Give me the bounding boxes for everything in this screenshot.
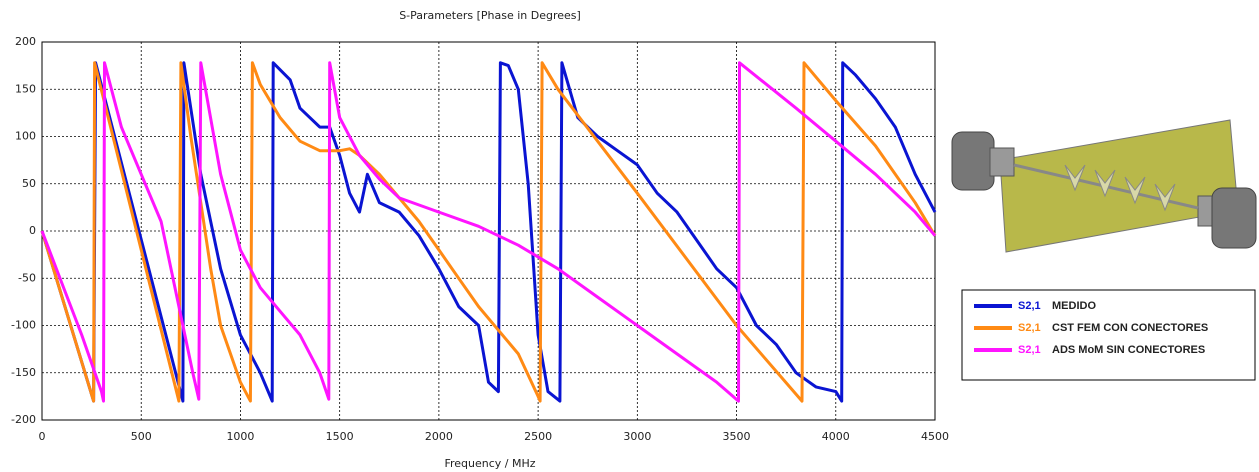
y-tick-label: 200 <box>15 35 36 48</box>
device-illustration <box>951 119 1257 253</box>
x-tick-label: 4000 <box>822 430 850 443</box>
x-tick-label: 4500 <box>921 430 949 443</box>
y-tick-label: -150 <box>11 366 36 379</box>
legend-label: MEDIDO <box>1052 300 1096 312</box>
legend-box <box>961 289 1256 381</box>
series-line <box>40 61 937 403</box>
y-tick-label: 50 <box>22 177 36 190</box>
y-tick-label: 100 <box>15 130 36 143</box>
chart-title: S-Parameters [Phase in Degrees] <box>399 9 581 22</box>
legend-parameter: S2,1 <box>1018 344 1041 356</box>
x-tick-label: 3500 <box>723 430 751 443</box>
legend-parameter: S2,1 <box>1018 300 1041 312</box>
y-tick-label: -100 <box>11 319 36 332</box>
x-tick-label: 500 <box>131 430 152 443</box>
legend-parameter: S2,1 <box>1018 322 1041 334</box>
y-tick-label: -200 <box>11 413 36 426</box>
y-tick-label: -50 <box>18 271 36 284</box>
legend-label: ADS MoM SIN CONECTORES <box>1052 344 1205 356</box>
y-tick-label: 0 <box>29 224 36 237</box>
x-tick-label: 1000 <box>226 430 254 443</box>
x-tick-label: 2500 <box>524 430 552 443</box>
series-line <box>40 61 937 403</box>
y-tick-label: 150 <box>15 82 36 95</box>
x-tick-label: 2000 <box>425 430 453 443</box>
x-axis-label: Frequency / MHz <box>444 457 535 470</box>
x-tick-label: 1500 <box>326 430 354 443</box>
series-line <box>40 61 937 403</box>
legend-label: CST FEM CON CONECTORES <box>1052 322 1208 334</box>
x-tick-label: 0 <box>39 430 46 443</box>
x-tick-label: 3000 <box>623 430 651 443</box>
